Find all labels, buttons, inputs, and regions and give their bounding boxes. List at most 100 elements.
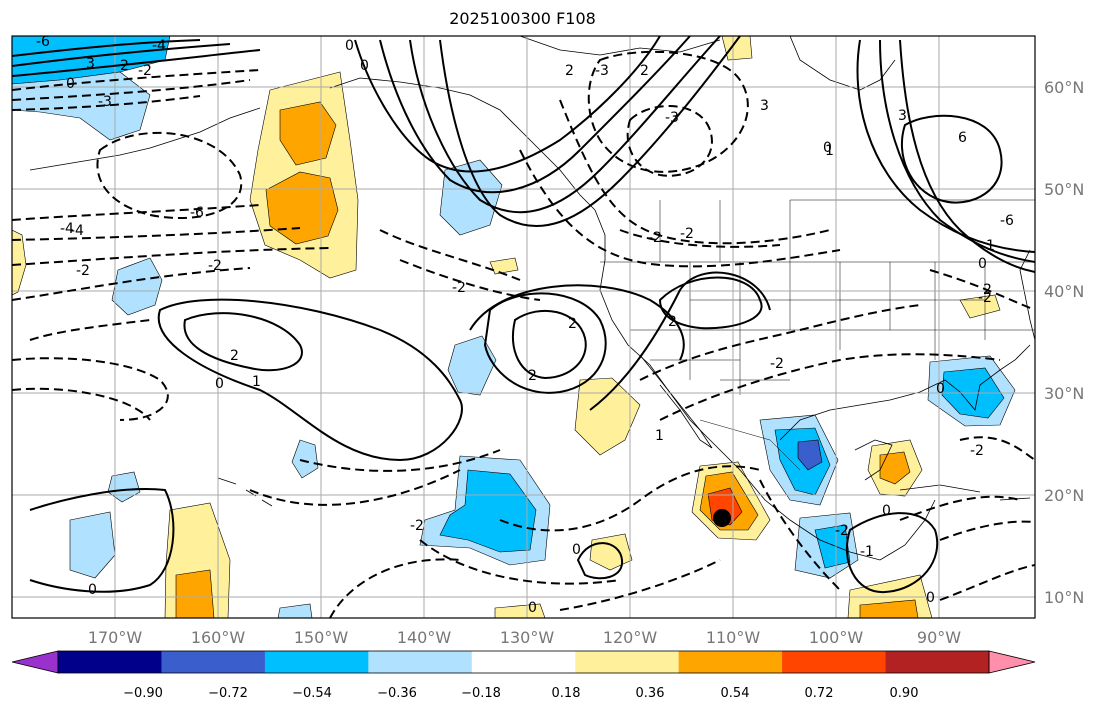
contour-label: -2 <box>208 258 222 274</box>
shade-blue-cp <box>439 469 537 553</box>
colorbar: −0.90 −0.72 −0.54 −0.36 −0.18 0.18 0.36 … <box>11 650 1036 701</box>
shade-orange-sw <box>175 569 215 618</box>
contour-label: -3 <box>98 94 112 110</box>
contour-pacific-high-outer <box>157 298 463 462</box>
contour-label: 6 <box>958 130 967 146</box>
contour-label: -2 <box>970 443 984 459</box>
contour-label: -2 <box>770 356 784 372</box>
contour-label: -2 <box>138 63 152 79</box>
contour-label-layer: -6 3 -2 -2 -4 -3 0 0 2 -3 2 -3 -4 3 0 -6… <box>36 36 1014 616</box>
coast-cuba <box>899 484 981 493</box>
colorbar-tick: −0.18 <box>461 686 501 701</box>
contour-label: 2 <box>230 348 239 364</box>
lon-label: 110°W <box>706 628 761 647</box>
contour-label: -6 <box>190 205 204 221</box>
contour-ca-1 <box>469 284 685 361</box>
colorbar-bin <box>471 651 576 673</box>
shade-lightblue-f <box>69 511 116 579</box>
contour-label: 0 <box>926 590 935 606</box>
colorbar-bin <box>885 651 990 673</box>
colorbar-bin <box>782 651 887 673</box>
shade-yellow-w-edge <box>12 229 27 296</box>
contour-label: 0 <box>528 600 537 616</box>
longitude-labels: 170°W 160°W 150°W 140°W 130°W 120°W 110°… <box>88 628 961 647</box>
contour-label: 1 <box>655 428 664 444</box>
coast-yucatan <box>854 439 893 481</box>
colorbar-tick: −0.90 <box>123 686 163 701</box>
shade-yellow-bot <box>494 603 546 618</box>
contour-label: 0 <box>345 38 354 54</box>
colorbar-tick: −0.36 <box>377 686 417 701</box>
shade-lightblue-d <box>291 439 319 479</box>
shading-layer <box>12 36 1016 618</box>
contour-label: 0 <box>360 58 369 74</box>
contour-label: 3 <box>86 56 95 72</box>
shade-orange-se <box>859 599 919 618</box>
coast-east <box>1019 249 1035 341</box>
contours-solid <box>12 36 1035 594</box>
contour-label: 0 <box>936 381 945 397</box>
contour-label: 0 <box>215 376 224 392</box>
contour-label: 0 <box>88 582 97 598</box>
lat-label: 50°N <box>1044 180 1084 199</box>
contour-sw-2 <box>658 276 763 330</box>
contour-label: -4 <box>70 223 84 239</box>
coast-west-na <box>594 209 936 561</box>
colorbar-tick: −0.72 <box>208 686 248 701</box>
shade-yellow-baja <box>574 377 641 456</box>
contour-bot-c <box>576 542 624 580</box>
contour-label: 2 <box>568 316 577 332</box>
colorbar-frame <box>57 650 990 674</box>
shade-lightblue-b <box>439 159 503 236</box>
contour-ak-low <box>587 50 749 173</box>
shade-lightblue-c <box>447 335 497 396</box>
contour-label: 2 <box>668 314 677 330</box>
coast-aleutians <box>29 107 261 171</box>
contour-label: -2 <box>76 263 90 279</box>
contour-sw-pacific <box>29 488 175 593</box>
plot-title: 2025100300 F108 <box>449 9 596 28</box>
lat-label: 40°N <box>1044 282 1084 301</box>
contour-label: -2 <box>648 230 662 246</box>
colorbar-tick: 0.90 <box>890 686 919 701</box>
coast-gulf <box>779 344 1031 441</box>
contour-label: -4 <box>152 38 166 54</box>
lat-label: 20°N <box>1044 486 1084 505</box>
contour-label: -2 <box>978 290 992 306</box>
contour-label: 0 <box>823 140 832 156</box>
lon-label: 130°W <box>500 628 555 647</box>
contour-label: -2 <box>835 523 849 539</box>
coastlines <box>29 36 1035 561</box>
graticule <box>12 36 1035 618</box>
contour-label: 0 <box>978 256 987 272</box>
colorbar-bin <box>368 651 473 673</box>
lon-label: 150°W <box>294 628 349 647</box>
lon-label: 140°W <box>397 628 452 647</box>
contour-label: 2 <box>565 63 574 79</box>
colorbar-tick: 0.36 <box>636 686 665 701</box>
contours-dashed <box>12 50 1035 618</box>
map-frame <box>11 35 1036 619</box>
shade-lightblue-a <box>111 257 163 316</box>
latitude-labels: 60°N 50°N 40°N 30°N 20°N 10°N <box>1044 78 1084 607</box>
lon-label: 100°W <box>809 628 864 647</box>
colorbar-bin <box>58 651 162 673</box>
contour-aleut-low <box>96 131 243 219</box>
contour-label: 1 <box>252 374 261 390</box>
contour-label: -2 <box>115 58 129 74</box>
lat-label: 60°N <box>1044 78 1084 97</box>
colorbar-extend-low <box>11 650 59 674</box>
contour-ak-low-inner <box>626 105 713 177</box>
colorbar-tick: −0.54 <box>292 686 332 701</box>
colorbar-ticks: −0.90 −0.72 −0.54 −0.36 −0.18 0.18 0.36 … <box>123 686 918 701</box>
contour-ne-high <box>900 114 1003 204</box>
shade-lightblue-bot <box>277 603 313 618</box>
contour-label: 3 <box>760 98 769 114</box>
colorbar-tick: 0.72 <box>805 686 834 701</box>
contour-label: -3 <box>595 63 609 79</box>
lon-label: 120°W <box>603 628 658 647</box>
contour-label: -3 <box>665 110 679 126</box>
shade-yellow-nw-can <box>721 36 753 61</box>
lat-label: 30°N <box>1044 384 1084 403</box>
